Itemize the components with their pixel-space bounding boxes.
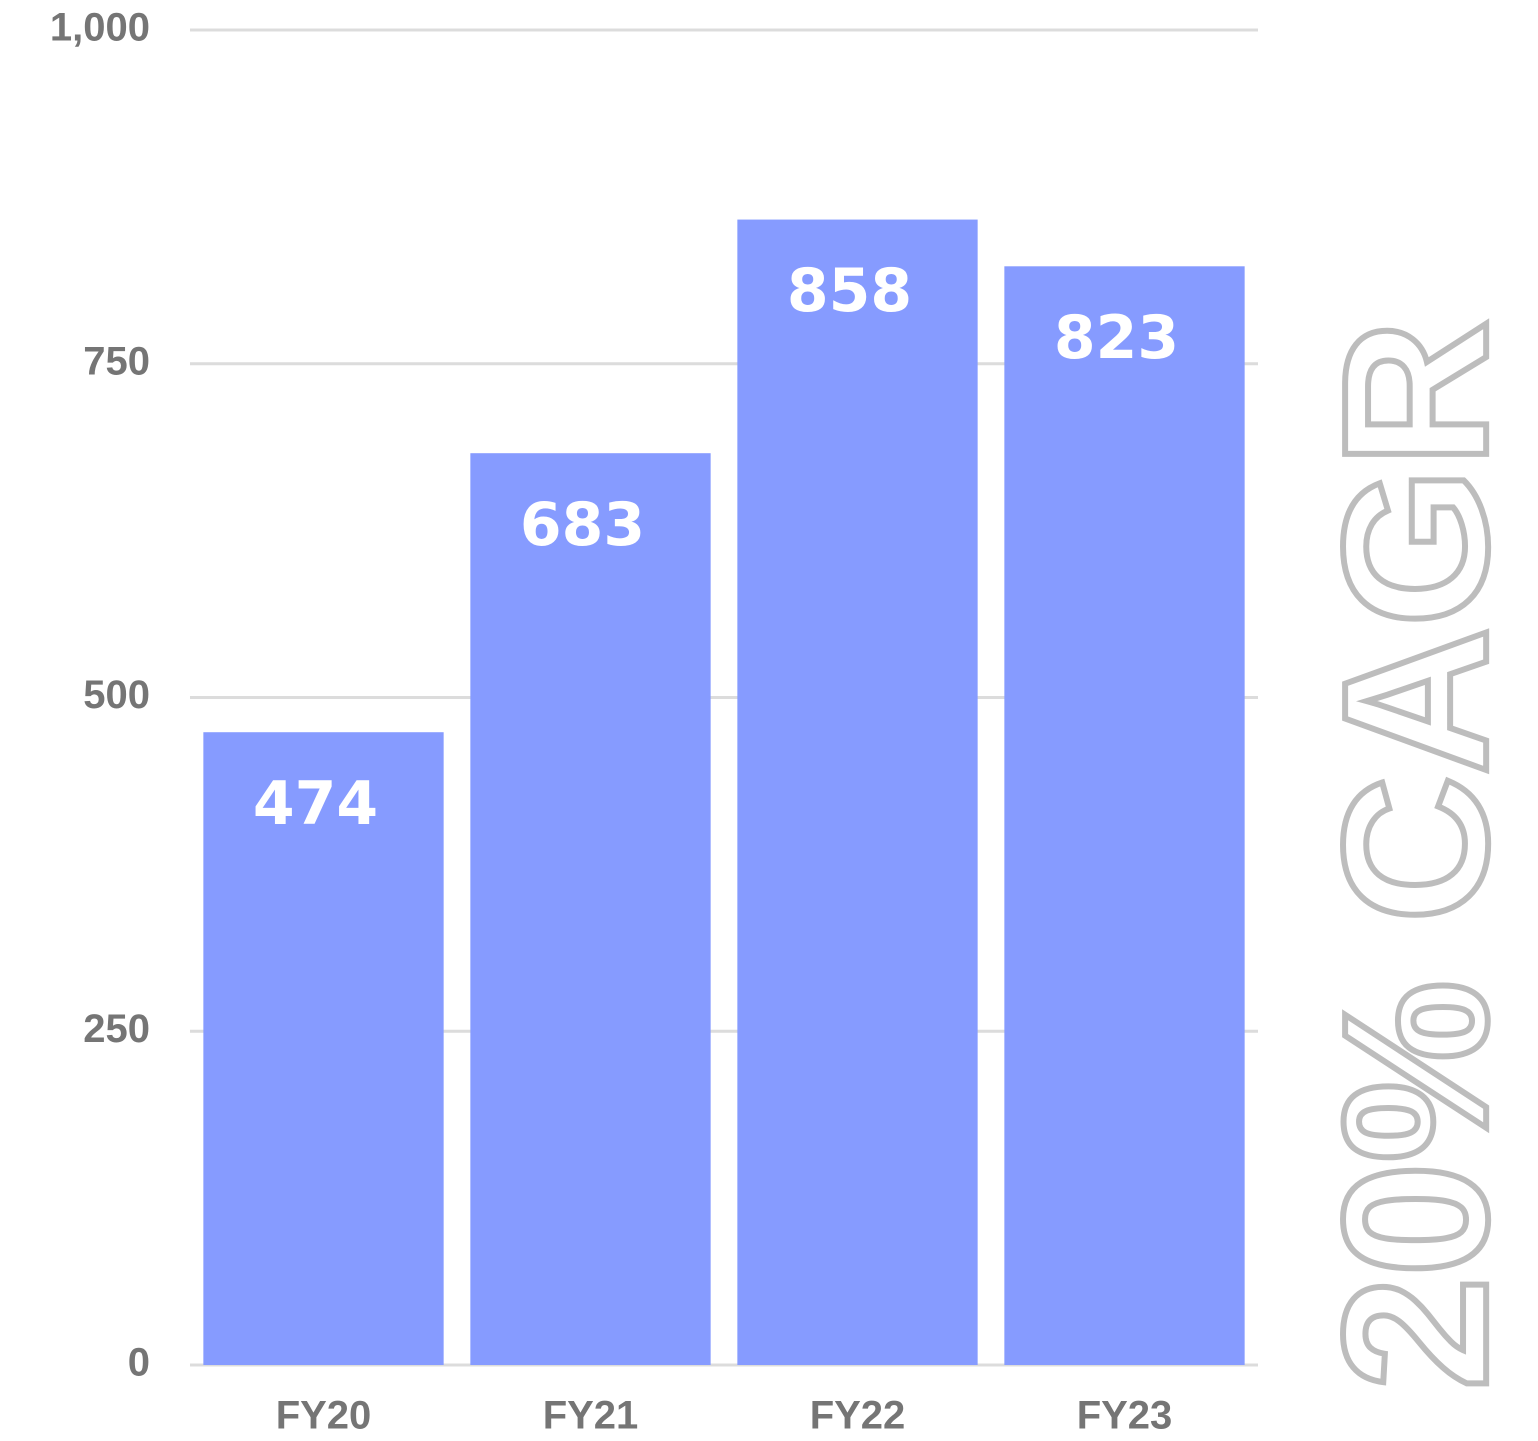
y-tick-label: 500	[83, 673, 150, 717]
x-tick-label: FY21	[543, 1394, 639, 1438]
value-label: 683	[520, 490, 645, 560]
value-label: 474	[253, 769, 378, 839]
y-tick-label: 250	[83, 1007, 150, 1051]
annotation: 20% CAGR	[1301, 320, 1530, 1391]
x-tick-label: FY20	[276, 1394, 372, 1438]
bar	[1004, 266, 1245, 1365]
y-tick-label: 0	[128, 1341, 150, 1385]
bar	[470, 453, 711, 1365]
bar	[203, 732, 444, 1365]
bar	[737, 219, 978, 1365]
y-tick-label: 1,000	[50, 6, 150, 50]
y-tick-label: 750	[83, 339, 150, 383]
x-tick-label: FY22	[810, 1394, 906, 1438]
value-label: 823	[1054, 303, 1179, 373]
x-tick-label: FY23	[1077, 1394, 1173, 1438]
value-label: 858	[787, 256, 912, 326]
